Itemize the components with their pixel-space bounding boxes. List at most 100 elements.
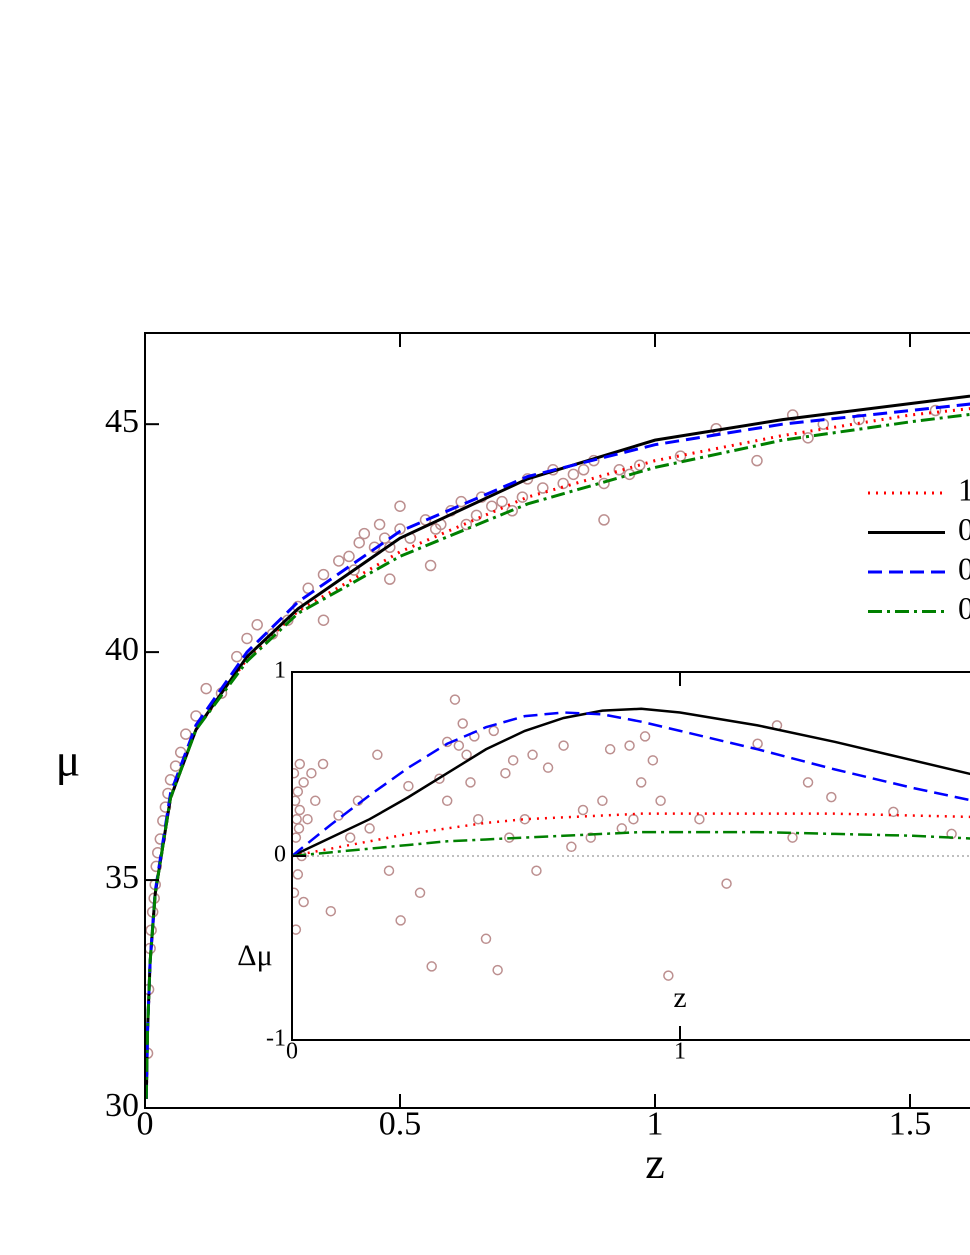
data-point	[542, 762, 554, 773]
data-point	[929, 404, 942, 417]
data-point	[426, 961, 437, 972]
data-point	[721, 878, 732, 889]
data-point	[604, 744, 616, 755]
data-point	[434, 773, 445, 784]
data-point	[174, 746, 187, 759]
data-point	[633, 459, 646, 471]
data-point	[639, 731, 651, 742]
data-point	[470, 509, 483, 522]
data-point	[251, 619, 263, 631]
data-point	[472, 813, 484, 825]
legend-label: 0	[958, 550, 970, 586]
x-tick-label: 1	[674, 1039, 686, 1065]
data-point	[353, 536, 365, 549]
data-point	[558, 740, 569, 751]
legend-label: 0	[958, 590, 970, 626]
data-point	[306, 767, 317, 779]
x-tick-label: 0	[286, 1039, 298, 1065]
data-point	[647, 755, 659, 766]
x-tick-label: 1	[647, 1105, 664, 1142]
data-point	[364, 823, 375, 834]
data-point	[292, 795, 301, 807]
data-point	[787, 832, 798, 843]
data-point	[527, 749, 538, 761]
data-point	[598, 514, 610, 526]
y-tick-label: 35	[105, 859, 139, 896]
x-axis-label: z	[673, 981, 686, 1014]
data-point	[888, 806, 899, 818]
data-point	[802, 777, 814, 788]
data-point	[500, 767, 511, 779]
data-point	[457, 718, 468, 729]
legend-label: 1	[958, 471, 970, 507]
data-point	[414, 887, 426, 899]
data-point	[531, 865, 542, 876]
data-point	[292, 924, 302, 935]
data-point	[372, 749, 383, 761]
data-point	[461, 749, 472, 761]
data-point	[317, 758, 329, 770]
data-point	[441, 795, 453, 807]
y-tick-label: -1	[266, 1026, 286, 1052]
data-point	[802, 432, 814, 444]
legend-label: 0	[958, 511, 970, 547]
series-line	[145, 407, 970, 1099]
data-point	[383, 865, 395, 876]
data-point	[394, 500, 406, 512]
series-line	[292, 707, 970, 858]
data-point	[488, 725, 500, 737]
data-point	[694, 813, 705, 825]
data-point	[231, 650, 243, 663]
data-point	[537, 482, 549, 494]
data-point	[395, 915, 406, 926]
data-point	[655, 795, 666, 807]
data-point	[507, 755, 519, 766]
series-line	[292, 812, 970, 858]
y-tick-label: 40	[105, 631, 139, 668]
data-point	[294, 758, 306, 770]
data-point	[348, 564, 360, 576]
data-point	[394, 523, 406, 535]
x-axis-label: z	[645, 1139, 665, 1188]
data-point	[333, 555, 345, 567]
y-tick-label: 1	[274, 658, 286, 684]
data-point	[635, 777, 647, 788]
data-point	[577, 464, 590, 476]
series-line	[145, 412, 970, 1099]
x-tick-label: 0.5	[379, 1105, 422, 1142]
data-point	[298, 777, 309, 788]
data-point	[298, 896, 309, 908]
series-line	[292, 711, 970, 857]
data-point	[597, 795, 608, 807]
x-tick-label: 0	[137, 1105, 154, 1142]
data-point	[465, 777, 476, 788]
data-point	[302, 813, 313, 825]
data-point	[293, 823, 305, 834]
data-point	[317, 614, 330, 626]
data-point	[384, 573, 396, 585]
data-point	[826, 791, 837, 803]
data-point	[566, 841, 577, 853]
data-point	[292, 869, 304, 880]
data-point	[294, 804, 306, 816]
data-point	[241, 632, 253, 645]
data-point	[460, 518, 473, 531]
data-point	[292, 887, 300, 899]
y-tick-label: 30	[105, 1087, 139, 1124]
data-point	[567, 468, 580, 481]
data-point	[516, 491, 529, 503]
data-point	[310, 795, 321, 807]
data-point	[200, 682, 212, 695]
data-point	[449, 694, 461, 705]
y-tick-label: 0	[274, 842, 286, 868]
data-point	[624, 740, 635, 751]
data-point	[403, 780, 414, 792]
series-line	[292, 830, 970, 858]
x-tick-label: 1.5	[889, 1105, 932, 1142]
data-point	[486, 500, 498, 512]
data-point	[292, 767, 300, 779]
data-point	[585, 832, 597, 843]
data-point	[786, 409, 799, 421]
data-point	[180, 728, 192, 740]
data-point	[325, 905, 337, 917]
